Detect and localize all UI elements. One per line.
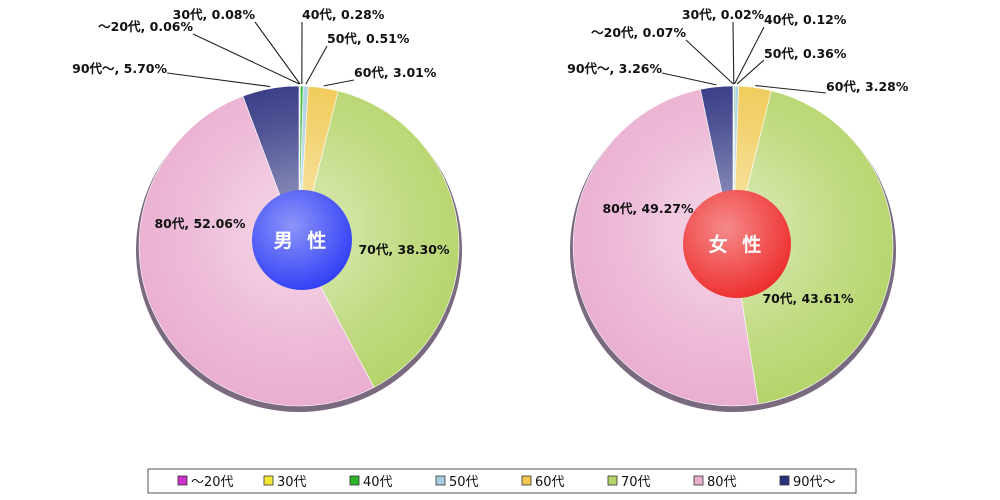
legend-swatch	[779, 475, 790, 486]
data-label: 30代, 0.02%	[682, 7, 765, 22]
data-label: 60代, 3.28%	[826, 79, 909, 94]
data-label: 60代, 3.01%	[354, 65, 437, 80]
leader-line	[323, 79, 355, 87]
legend: ～20代 30代 40代 50代 60代 70代 80代 90代～	[147, 468, 857, 494]
leader-line	[736, 59, 765, 85]
pie-chart-male: ～20代, 0.06%30代, 0.08% 40代, 0.28% 50代, 0.51…	[72, 7, 462, 412]
legend-frame	[147, 468, 857, 494]
data-label: 50代, 0.51%	[327, 31, 410, 46]
legend-swatch	[349, 475, 360, 486]
leader-line	[305, 45, 328, 85]
leader-line	[685, 39, 734, 85]
legend-label: ～20代	[191, 475, 234, 490]
legend-swatch	[435, 475, 446, 486]
center-label: 女 性	[709, 233, 766, 256]
data-label: 70代, 43.61%	[762, 291, 854, 306]
legend-label: 80代	[707, 475, 737, 490]
leader-line	[734, 26, 765, 85]
data-label: 80代, 52.06%	[154, 216, 246, 231]
legend-label: 40代	[363, 475, 393, 490]
data-label: 90代～, 5.70%	[72, 61, 167, 76]
leader-line	[732, 21, 735, 85]
data-label: 70代, 38.30%	[358, 242, 450, 257]
legend-label: 30代	[277, 475, 307, 490]
leader-line	[192, 33, 300, 85]
data-label: 50代, 0.36%	[764, 46, 847, 61]
center-label: 男 性	[274, 229, 331, 252]
legend-swatch	[607, 475, 618, 486]
leader-line	[755, 85, 827, 94]
legend-swatch	[177, 475, 188, 486]
data-label: 30代, 0.08%	[173, 7, 256, 22]
data-label: 90代～, 3.26%	[567, 61, 662, 76]
legend-label: 70代	[621, 475, 651, 490]
data-label: ～20代, 0.07%	[591, 25, 686, 40]
legend-label: 60代	[535, 475, 565, 490]
leader-line	[254, 21, 301, 85]
legend-label: 90代～	[793, 475, 836, 490]
data-label: 40代, 0.28%	[302, 7, 385, 22]
legend-swatch	[521, 475, 532, 486]
legend-swatch	[263, 475, 274, 486]
pie-chart-female: ～20代, 0.07% 30代, 0.02% 40代, 0.12% 50代, 0.36…	[567, 7, 909, 412]
leader-line	[661, 72, 717, 86]
legend-label: 50代	[449, 475, 479, 490]
data-label: 80代, 49.27%	[602, 201, 694, 216]
leader-line	[166, 72, 271, 88]
data-label: ～20代, 0.06%	[98, 19, 193, 34]
data-label: 40代, 0.12%	[764, 12, 847, 27]
legend-swatch	[693, 475, 704, 486]
